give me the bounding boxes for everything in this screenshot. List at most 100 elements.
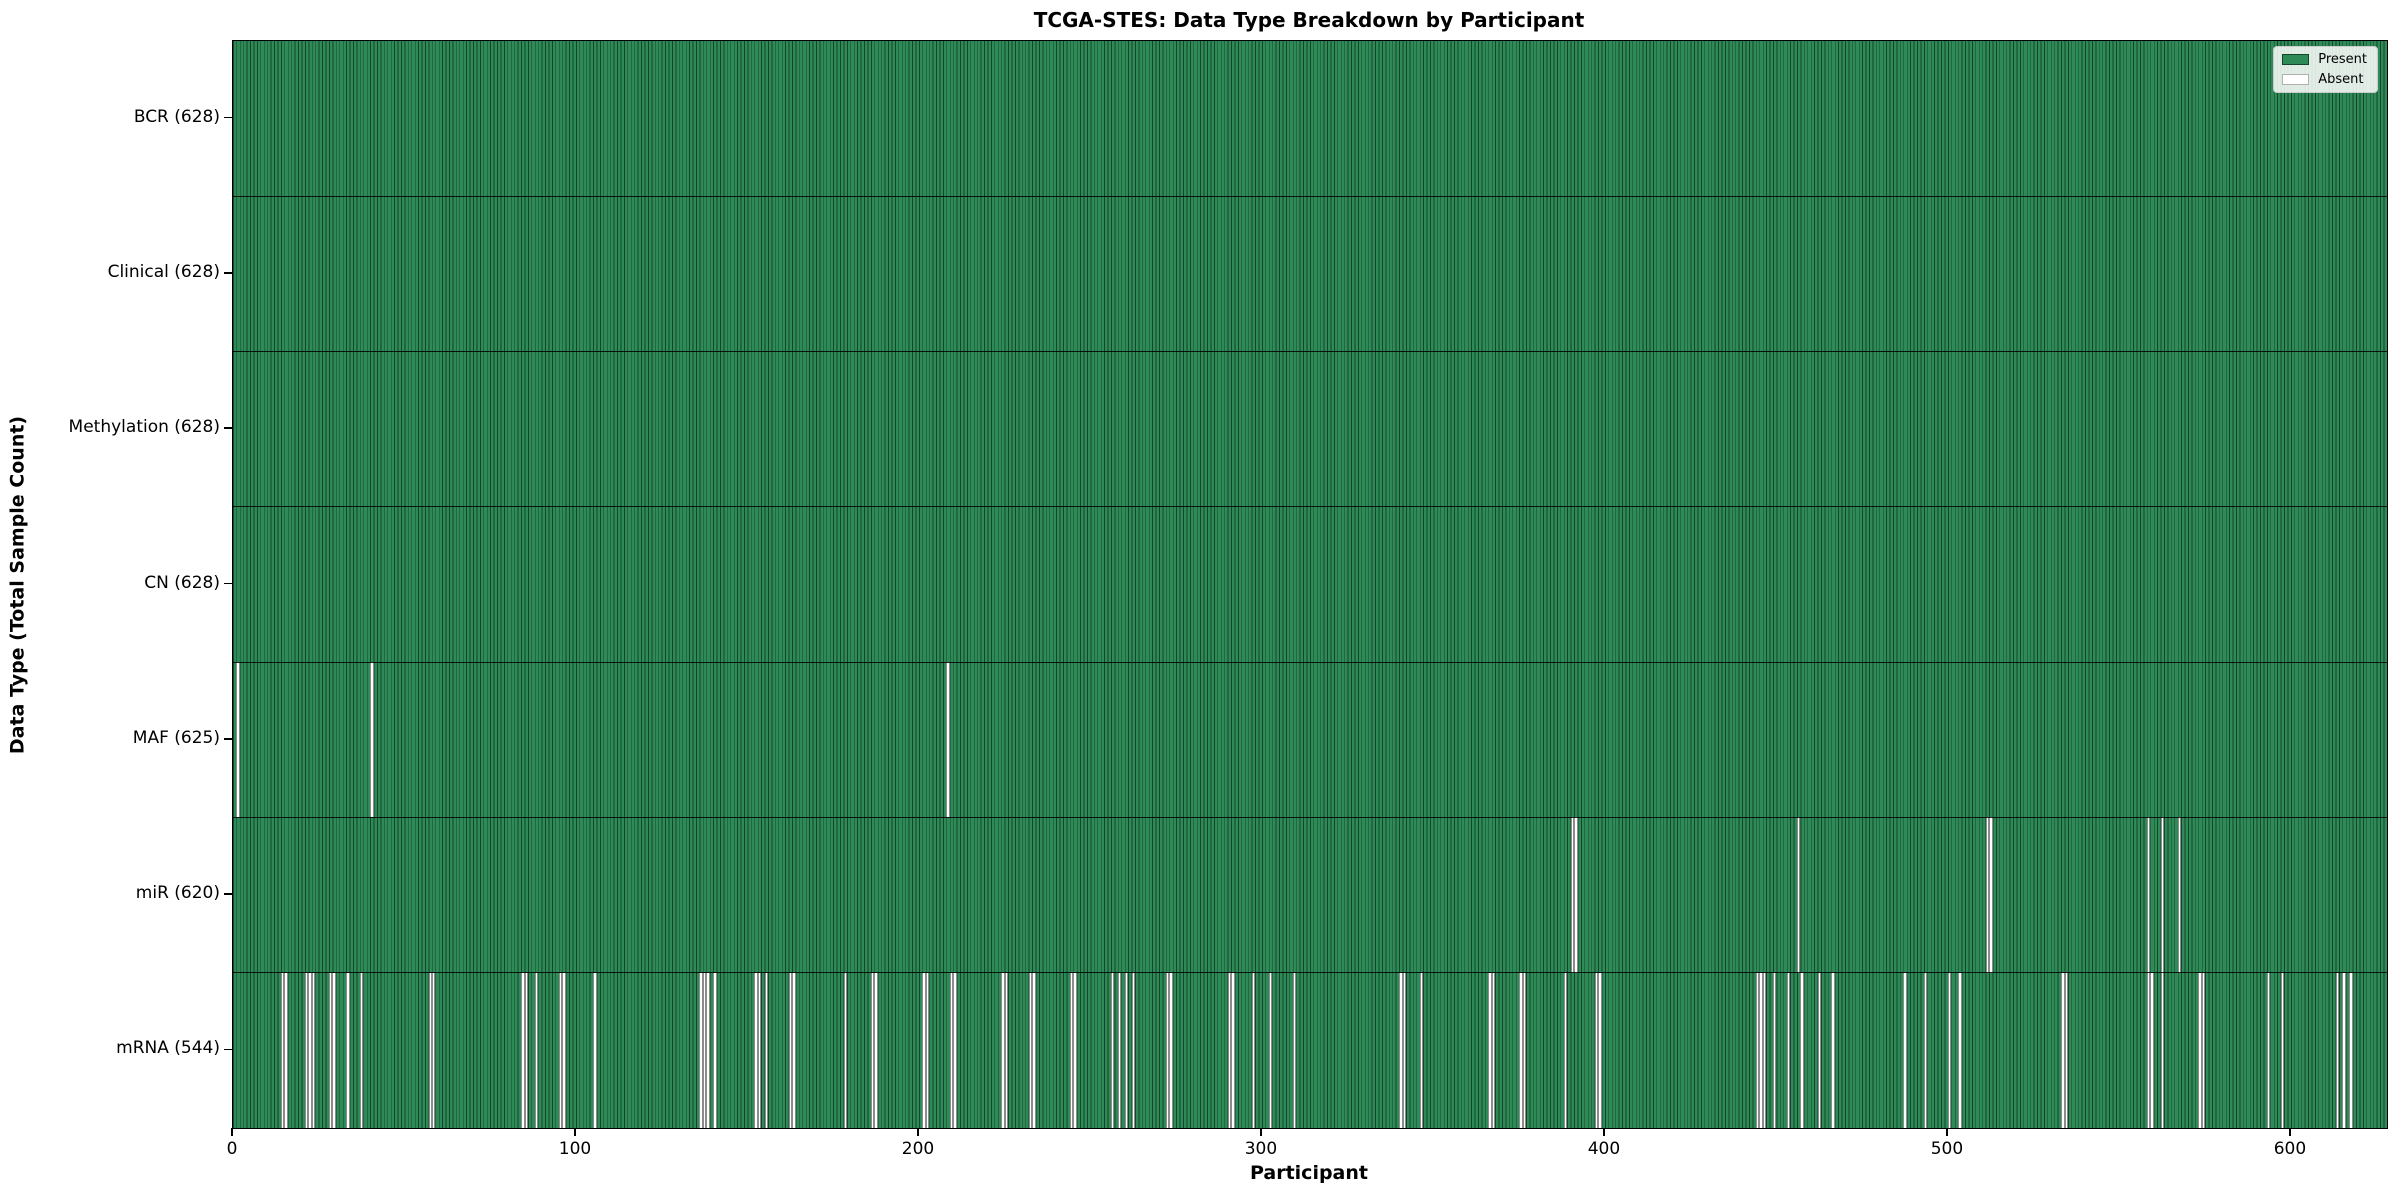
absent-mark-mrna (2064, 972, 2068, 1128)
xtick-mark (1946, 1128, 1948, 1137)
absent-mark-mrna (521, 972, 525, 1128)
plot-area (232, 40, 2388, 1129)
ytick-label-methylation: Methylation (628) (68, 417, 220, 438)
xtick-label-100: 100 (558, 1139, 592, 1159)
absent-mark-maf (946, 662, 950, 818)
row-band-mrna (233, 972, 2387, 1128)
absent-mark-mrna (2201, 972, 2206, 1128)
absent-mark-mrna (1073, 972, 1077, 1128)
absent-mark-mrna (1028, 972, 1033, 1128)
absent-mark-mrna (346, 972, 350, 1128)
xtick-label-400: 400 (1587, 1139, 1621, 1159)
xtick-label-300: 300 (1244, 1139, 1278, 1159)
absent-mark-mrna (1402, 972, 1407, 1128)
absent-mark-mrna (428, 972, 432, 1128)
xtick-label-200: 200 (901, 1139, 935, 1159)
absent-mark-mrna (1111, 972, 1115, 1128)
xtick-mark (1603, 1128, 1605, 1137)
absent-mark-maf (236, 662, 240, 818)
absent-mark-mrna (1419, 972, 1424, 1128)
absent-mark-mrna (359, 972, 364, 1128)
legend-swatch-present (2282, 54, 2310, 65)
absent-mark-mrna (1491, 972, 1496, 1128)
absent-mark-mrna (1522, 972, 1527, 1128)
absent-mark-mrna (1594, 972, 1599, 1128)
row-separator (233, 350, 2387, 353)
ytick-label-maf: MAF (625) (132, 727, 220, 748)
absent-mark-mrna (953, 972, 957, 1128)
absent-mark-mrna (754, 972, 758, 1128)
absent-mark-mrna (1268, 972, 1273, 1128)
absent-mark-mrna (702, 972, 707, 1128)
xtick-mark (1260, 1128, 1262, 1137)
xtick-mark (2289, 1128, 2291, 1137)
absent-mark-mrna (1947, 972, 1952, 1128)
absent-mark-mir (1989, 817, 1993, 973)
ytick-label-cn: CN (628) (144, 572, 220, 593)
ytick-mark (224, 427, 232, 429)
legend-label: Present (2318, 52, 2367, 67)
xtick-label-500: 500 (1930, 1139, 1964, 1159)
xtick-mark (574, 1128, 576, 1137)
absent-mark-mrna (757, 972, 762, 1128)
absent-mark-mrna (874, 972, 878, 1128)
absent-mark-mrna (311, 972, 316, 1128)
absent-mark-mrna (308, 972, 312, 1128)
absent-mark-mrna (524, 972, 528, 1128)
absent-mark-mrna (1759, 972, 1763, 1128)
absent-mark-mrna (1251, 972, 1256, 1128)
absent-mark-mrna (1831, 972, 1835, 1128)
absent-mark-mrna (2349, 972, 2353, 1128)
absent-mark-mrna (1117, 972, 1122, 1128)
row-band-bcr (233, 41, 2387, 197)
ytick-label-bcr: BCR (628) (133, 106, 220, 127)
ytick-label-mrna: mRNA (544) (116, 1038, 220, 1059)
absent-mark-mir (2160, 817, 2165, 973)
absent-mark-mrna (1169, 972, 1173, 1128)
absent-mark-mrna (713, 972, 717, 1128)
chart-title: TCGA-STES: Data Type Breakdown by Partic… (1033, 8, 1585, 32)
absent-mark-mrna (2061, 972, 2065, 1128)
absent-mark-mrna (281, 972, 285, 1128)
absent-mark-mrna (2160, 972, 2165, 1128)
ytick-mark (224, 893, 232, 895)
absent-mark-mrna (1292, 972, 1297, 1128)
absent-mark-mrna (2198, 972, 2202, 1128)
row-separator (233, 972, 2387, 974)
row-separator (233, 661, 2387, 663)
absent-mark-mrna (1124, 972, 1129, 1128)
row-separator (233, 506, 2387, 508)
legend-swatch-absent (2282, 74, 2310, 85)
ytick-mark (224, 582, 232, 585)
row-separator (233, 816, 2387, 819)
absent-mark-mrna (2146, 972, 2151, 1128)
ytick-mark (224, 116, 232, 119)
absent-mark-mrna (699, 972, 703, 1128)
absent-mark-mrna (1231, 972, 1235, 1128)
absent-mark-mrna (1958, 972, 1962, 1128)
xtick-mark (917, 1128, 919, 1137)
absent-mark-mrna (1923, 972, 1928, 1128)
xtick-mark (231, 1128, 233, 1137)
legend-entry-present: Present (2282, 52, 2367, 67)
legend-entry-absent: Absent (2282, 72, 2367, 87)
row-band-methylation (233, 351, 2387, 507)
row-band-maf (233, 662, 2387, 818)
absent-mark-mrna (562, 972, 566, 1128)
absent-mark-mrna (305, 972, 309, 1128)
row-band-cn (233, 506, 2387, 663)
absent-mark-mrna (2150, 972, 2154, 1128)
absent-mark-mir (2177, 817, 2182, 973)
ytick-mark (224, 1048, 232, 1051)
absent-mark-mrna (843, 972, 847, 1128)
absent-mark-mrna (925, 972, 930, 1128)
absent-mark-mrna (558, 972, 563, 1128)
absent-mark-mrna (1488, 972, 1492, 1128)
absent-mark-mir (1570, 817, 1575, 973)
absent-mark-mrna (949, 972, 954, 1128)
absent-mark-mrna (431, 972, 436, 1128)
absent-mark-mrna (2266, 972, 2271, 1128)
ytick-mark (224, 272, 232, 274)
absent-mark-mrna (1563, 972, 1568, 1128)
